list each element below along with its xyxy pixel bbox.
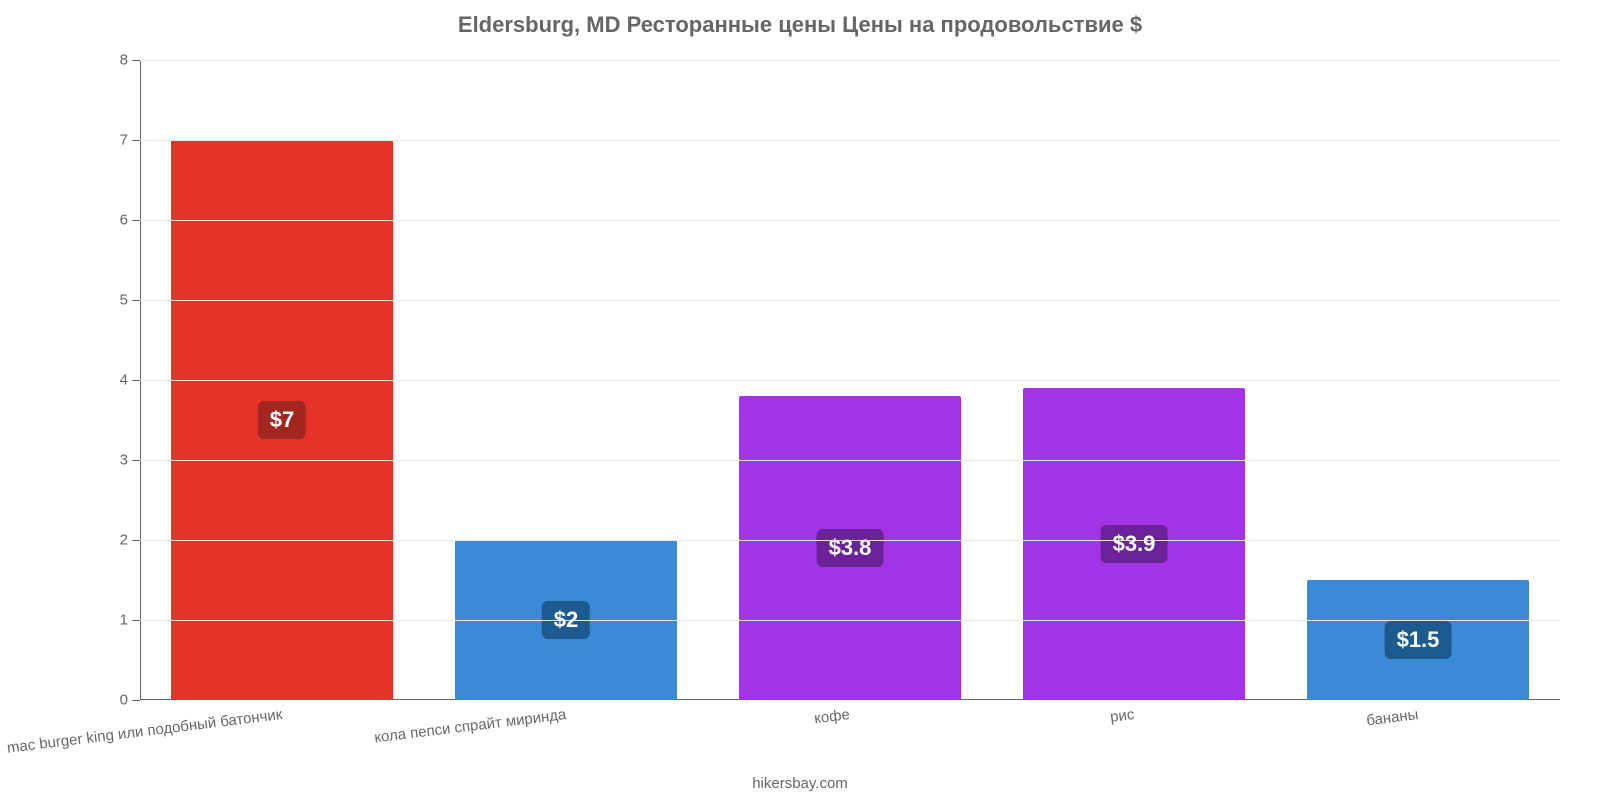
y-tick-label: 2 [120,532,128,549]
chart-title: Eldersburg, MD Ресторанные цены Цены на … [0,12,1600,38]
value-badge: $3.8 [817,529,884,567]
x-axis-label: кофе [813,706,851,727]
grid-line [140,60,1560,61]
grid-line [140,220,1560,221]
y-tick [132,380,140,381]
grid-line [140,140,1560,141]
grid-line [140,540,1560,541]
y-tick-label: 3 [120,452,128,469]
y-tick [132,700,140,701]
y-tick [132,620,140,621]
y-tick-label: 8 [120,52,128,69]
y-tick-label: 5 [120,292,128,309]
y-tick-label: 6 [120,212,128,229]
chart-container: Eldersburg, MD Ресторанные цены Цены на … [0,0,1600,800]
x-axis-label: рис [1109,706,1135,726]
x-axis-label: mac burger king или подобный батончик [6,706,283,757]
value-badge: $3.9 [1101,525,1168,563]
x-axis-label: бананы [1365,706,1419,729]
grid-line [140,620,1560,621]
y-tick [132,220,140,221]
y-tick-label: 4 [120,372,128,389]
value-badge: $1.5 [1385,621,1452,659]
y-tick [132,60,140,61]
grid-line [140,300,1560,301]
y-tick [132,140,140,141]
grid-line [140,460,1560,461]
plot-area: $7$2$3.8$3.9$1.5 012345678 [140,60,1560,700]
y-tick-label: 7 [120,132,128,149]
x-labels-layer: mac burger king или подобный батончиккол… [140,700,1560,760]
y-tick [132,540,140,541]
y-tick [132,460,140,461]
grid-line [140,380,1560,381]
y-tick-label: 1 [120,612,128,629]
y-tick [132,300,140,301]
value-badge: $7 [258,401,306,439]
attribution-text: hikersbay.com [0,775,1600,792]
x-axis-label: кола пепси спрайт миринда [373,706,567,746]
y-tick-label: 0 [120,692,128,709]
